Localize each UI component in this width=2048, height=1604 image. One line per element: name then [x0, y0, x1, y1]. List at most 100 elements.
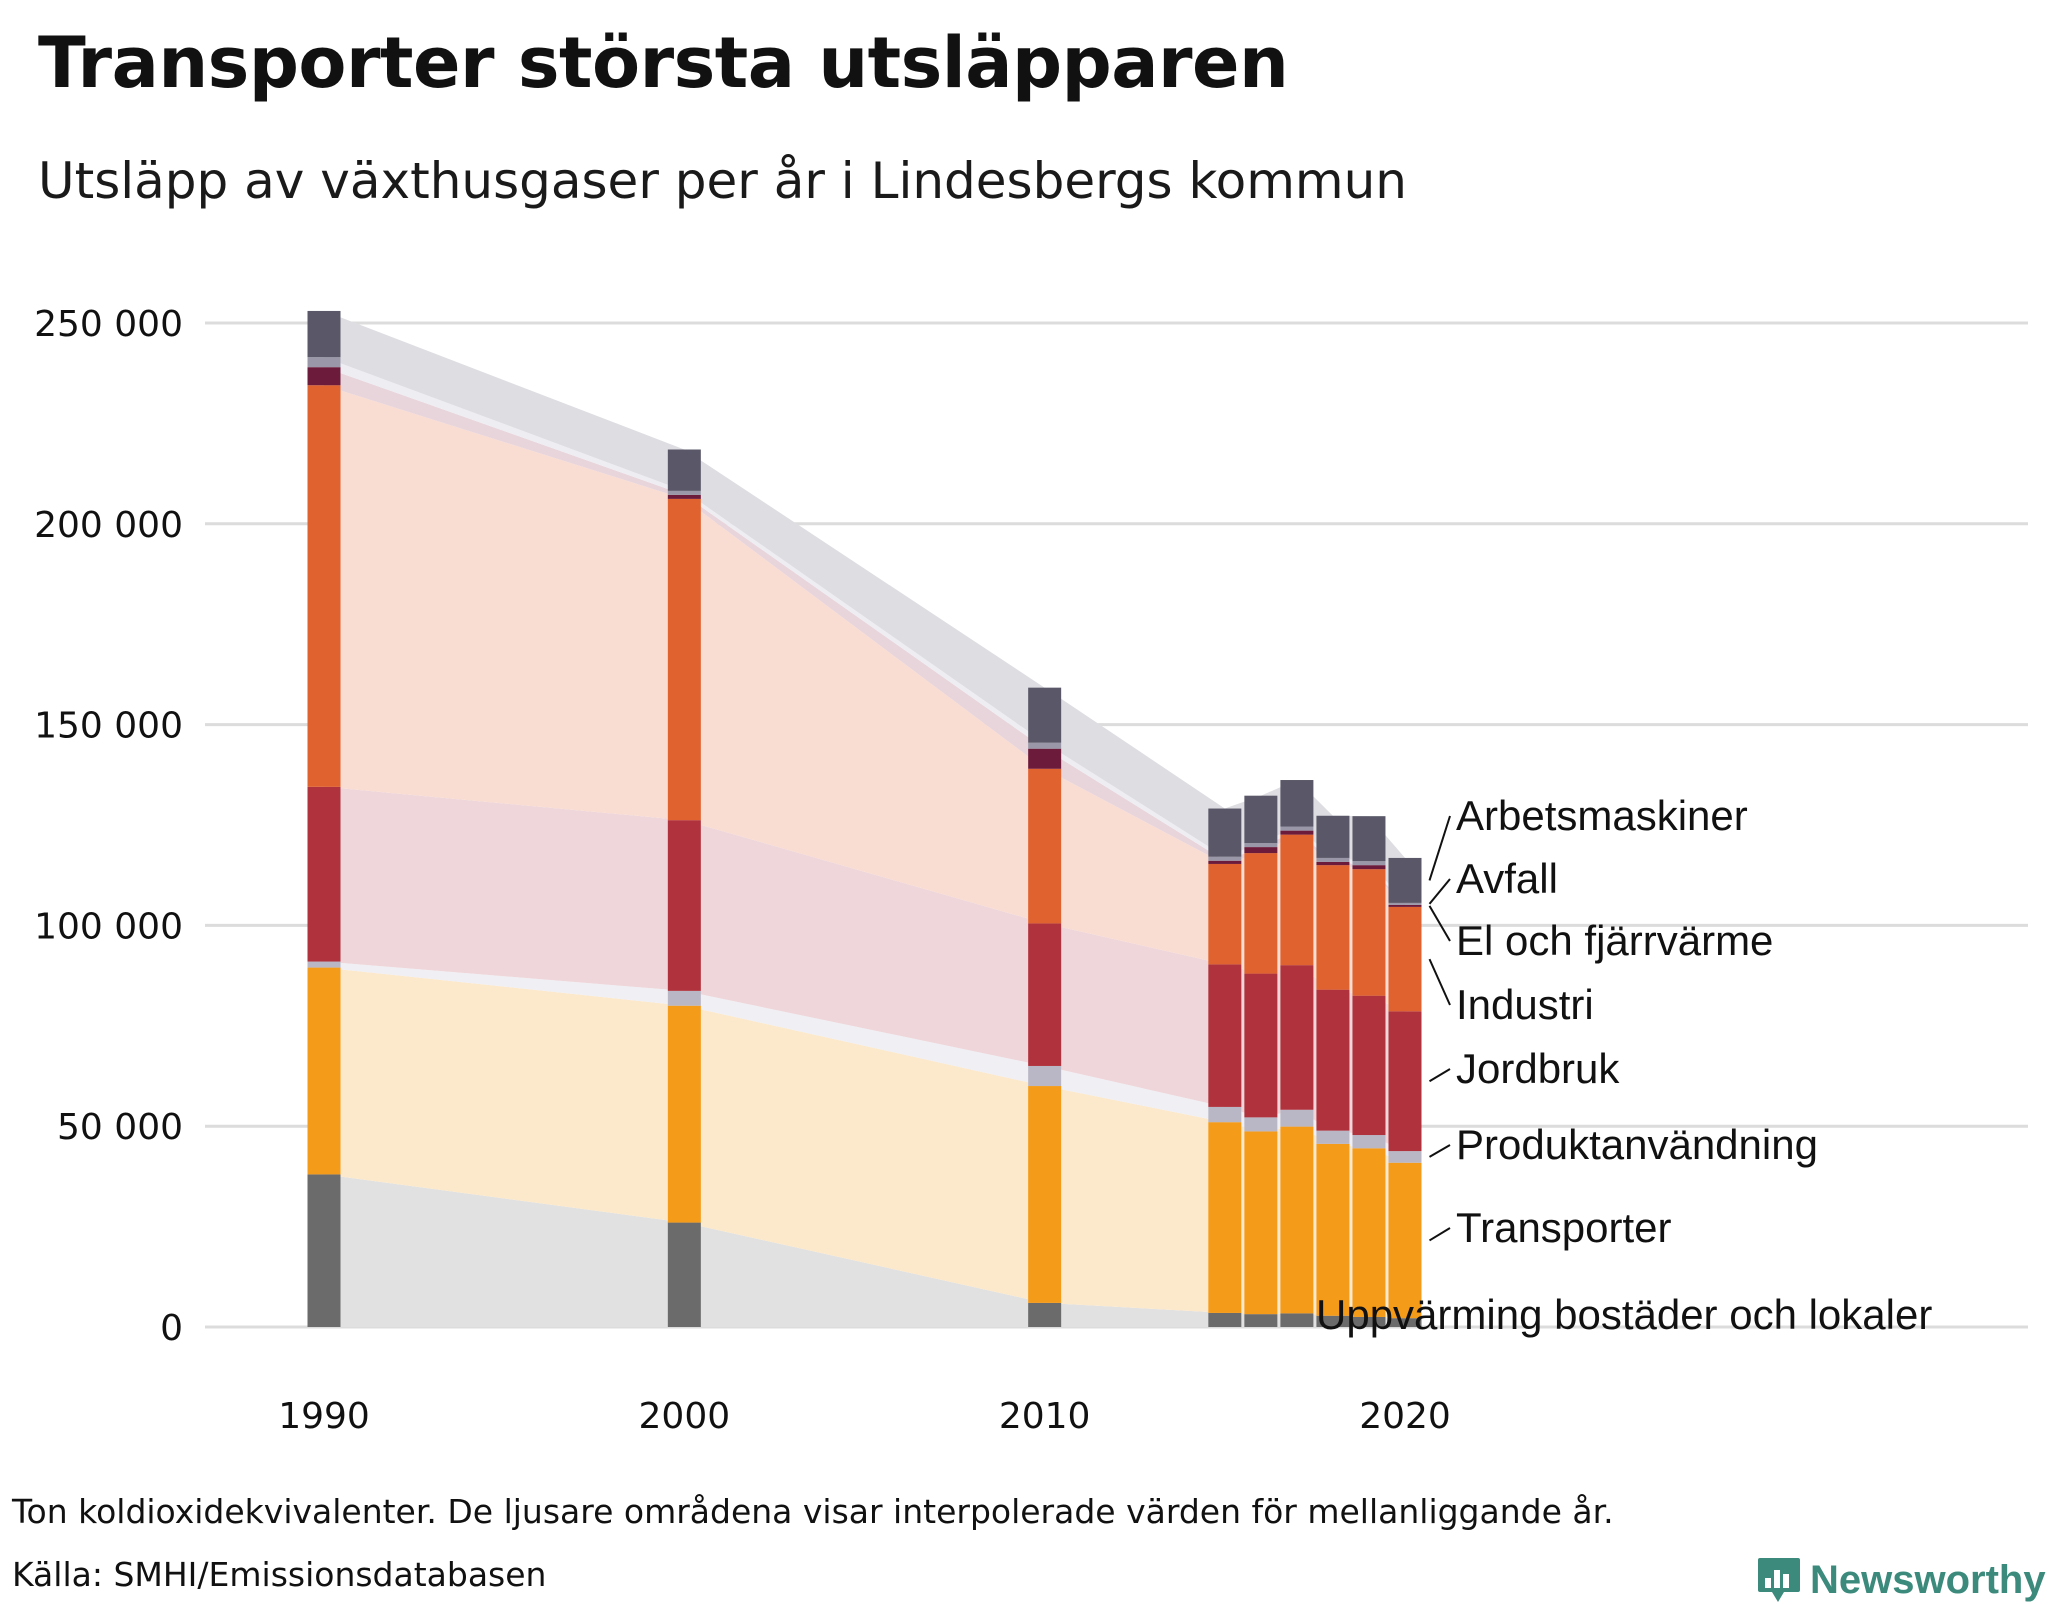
bar-uppvarming-bostader-och-lokaler-2016	[1244, 1314, 1278, 1327]
bar-produktanvandning-2000	[667, 990, 701, 1006]
legend-leader-produktanvandning	[1428, 1144, 1451, 1158]
bar-avfall-2015	[1208, 856, 1242, 861]
bar-el-och-fjarrvarme-2017	[1280, 830, 1314, 835]
bar-produktanvandning-2019	[1352, 1135, 1386, 1149]
bar-uppvarming-bostader-och-lokaler-2015	[1208, 1312, 1242, 1327]
bar-produktanvandning-2018	[1316, 1130, 1350, 1144]
bar-jordbruk-2020	[1388, 1011, 1422, 1152]
area-industri	[324, 385, 1405, 1012]
bar-arbetsmaskiner-2017	[1280, 780, 1314, 827]
legend-leader-arbetsmaskiner	[1428, 815, 1451, 881]
newsworthy-logo-icon	[1758, 1558, 1800, 1602]
chart-subtitle: Utsläpp av växthusgaser per år i Lindesb…	[38, 152, 1407, 210]
bar-produktanvandning-2017	[1280, 1109, 1314, 1127]
bar-produktanvandning-2010	[1028, 1065, 1062, 1087]
bar-transporter-2018	[1316, 1143, 1350, 1316]
bar-avfall-2016	[1244, 843, 1278, 848]
brand-name: Newsworthy	[1810, 1557, 2046, 1602]
bar-jordbruk-1990	[307, 786, 341, 962]
bar-jordbruk-2016	[1244, 973, 1278, 1118]
bar-industri-2015	[1208, 863, 1242, 965]
bar-jordbruk-2000	[667, 820, 701, 991]
bar-jordbruk-2015	[1208, 964, 1242, 1107]
bar-avfall-1990	[307, 357, 341, 368]
legend-label-industri: Industri	[1456, 981, 1594, 1028]
bar-transporter-2015	[1208, 1122, 1242, 1313]
bar-avfall-2010	[1028, 742, 1062, 749]
footnote: Ton koldioxidekvivalenter. De ljusare om…	[12, 1492, 1614, 1531]
bar-el-och-fjarrvarme-2018	[1316, 861, 1350, 866]
area-transporter	[324, 967, 1405, 1319]
bar-el-och-fjarrvarme-2019	[1352, 865, 1386, 870]
newsworthy-logo[interactable]: Newsworthy	[1756, 1556, 2046, 1604]
bar-uppvarming-bostader-och-lokaler-2000	[667, 1222, 701, 1327]
bar-transporter-2010	[1028, 1086, 1062, 1303]
x-tick-label: 2020	[1359, 1396, 1451, 1437]
bar-uppvarming-bostader-och-lokaler-2010	[1028, 1302, 1062, 1327]
bar-industri-2020	[1388, 906, 1422, 1012]
bar-arbetsmaskiner-2016	[1244, 795, 1278, 844]
legend-label-el-och-fjarrvarme: El och fjärrvärme	[1456, 917, 1773, 964]
y-tick-label: 0	[160, 1308, 183, 1349]
bar-jordbruk-2017	[1280, 965, 1314, 1110]
x-tick-label: 2000	[639, 1396, 731, 1437]
bars	[307, 310, 1422, 1327]
bar-industri-2018	[1316, 865, 1350, 990]
y-tick-label: 200 000	[34, 505, 183, 546]
legend: Uppvärming bostäder och lokaler Transport…	[1316, 792, 1932, 1338]
bar-el-och-fjarrvarme-2020	[1388, 904, 1422, 907]
legend-leader-el-och-fjarrvarme	[1428, 905, 1451, 942]
bar-el-och-fjarrvarme-2016	[1244, 847, 1278, 854]
bar-el-och-fjarrvarme-1990	[307, 367, 341, 386]
bar-arbetsmaskiner-2000	[667, 449, 701, 491]
bar-el-och-fjarrvarme-2000	[667, 494, 701, 499]
bar-avfall-2017	[1280, 826, 1314, 831]
legend-leader-jordbruk	[1428, 1068, 1451, 1083]
bar-industri-2016	[1244, 853, 1278, 974]
bar-uppvarming-bostader-och-lokaler-1990	[307, 1174, 341, 1327]
bar-industri-2010	[1028, 768, 1062, 924]
y-tick-label: 150 000	[34, 706, 183, 747]
bar-uppvarming-bostader-och-lokaler-2019	[1352, 1316, 1386, 1327]
bar-uppvarming-bostader-och-lokaler-2017	[1280, 1313, 1314, 1327]
bar-transporter-2017	[1280, 1126, 1314, 1314]
bar-avfall-2020	[1388, 902, 1422, 905]
legend-leader-transporter	[1428, 1227, 1451, 1242]
x-tick-label: 2010	[999, 1396, 1091, 1437]
interpolated-areas	[324, 311, 1405, 1327]
bar-produktanvandning-2015	[1208, 1106, 1242, 1123]
bar-transporter-2016	[1244, 1131, 1278, 1315]
legend-label-transporter: Transporter	[1456, 1204, 1672, 1251]
bar-uppvarming-bostader-och-lokaler-2020	[1388, 1318, 1422, 1327]
y-axis-ticks: 0 50 000 100 000 150 000 200 000 250 000	[34, 304, 183, 1349]
bar-industri-2017	[1280, 834, 1314, 966]
bar-el-och-fjarrvarme-2010	[1028, 748, 1062, 769]
y-tick-label: 50 000	[57, 1107, 183, 1148]
area-arbetsmaskiner	[324, 311, 1405, 903]
bar-industri-2000	[667, 498, 701, 821]
bar-uppvarming-bostader-och-lokaler-2018	[1316, 1315, 1350, 1327]
bar-transporter-2019	[1352, 1148, 1386, 1317]
legend-label-produktanvandning: Produktanvändning	[1456, 1121, 1818, 1168]
bar-jordbruk-2018	[1316, 989, 1350, 1131]
legend-label-uppvarming-bostader-och-lokaler: Uppvärming bostäder och lokaler	[1316, 1291, 1932, 1338]
bar-arbetsmaskiner-2015	[1208, 808, 1242, 857]
y-tick-label: 100 000	[34, 906, 183, 947]
legend-label-jordbruk: Jordbruk	[1456, 1045, 1620, 1092]
area-jordbruk	[324, 786, 1405, 1152]
legend-leader-industri	[1428, 958, 1451, 1006]
chart-title: Transporter största utsläpparen	[38, 22, 1289, 104]
x-tick-label: 1990	[278, 1396, 370, 1437]
legend-label-avfall: Avfall	[1456, 855, 1558, 902]
legend-label-arbetsmaskiner: Arbetsmaskiner	[1456, 792, 1748, 839]
bar-arbetsmaskiner-2018	[1316, 815, 1350, 858]
bar-transporter-1990	[307, 967, 341, 1175]
bar-produktanvandning-1990	[307, 961, 341, 968]
bar-produktanvandning-2020	[1388, 1151, 1422, 1163]
bar-industri-1990	[307, 385, 341, 787]
bar-avfall-2019	[1352, 861, 1386, 866]
legend-leader-avfall	[1428, 878, 1451, 905]
source-line: Källa: SMHI/Emissionsdatabasen	[12, 1555, 547, 1594]
bar-el-och-fjarrvarme-2015	[1208, 860, 1242, 864]
bar-transporter-2020	[1388, 1162, 1422, 1319]
